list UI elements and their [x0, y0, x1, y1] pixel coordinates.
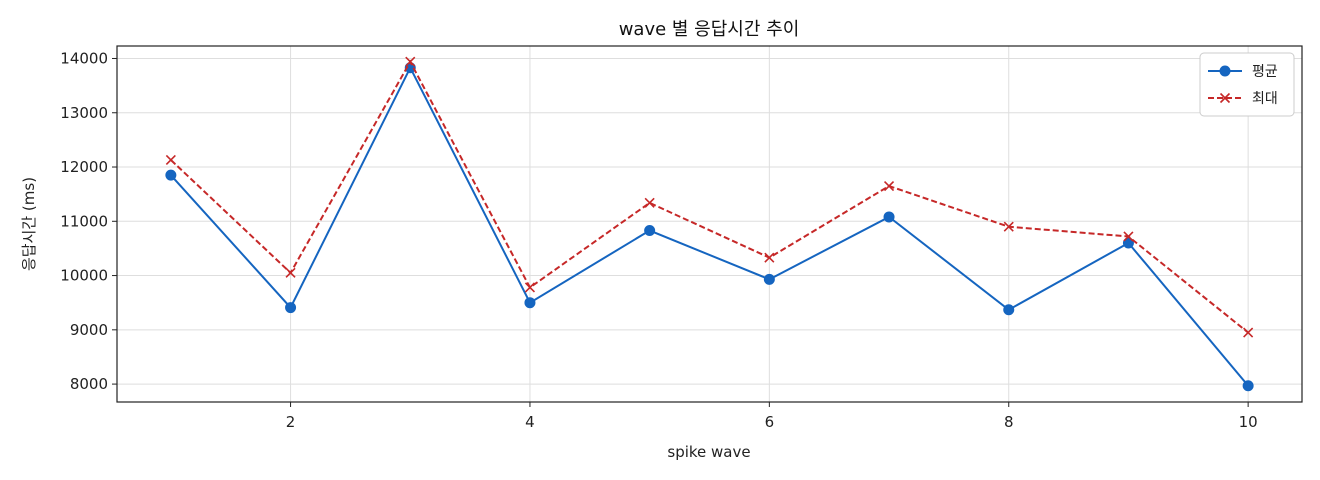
y-tick-label: 14000 [60, 49, 108, 67]
x-tick-label: 4 [525, 413, 535, 431]
plot-area-frame [116, 45, 1303, 403]
data-point-max [1243, 327, 1254, 338]
data-point-average [1003, 304, 1015, 316]
chart-title: wave 별 응답시간 추이 [619, 19, 800, 40]
legend-marker-max [1219, 92, 1231, 104]
grid [117, 46, 1302, 402]
y-tick-label: 10000 [60, 267, 108, 285]
x-axis-ticks: 2 4 6 8 10 [286, 402, 1258, 431]
legend-item-max: 최대 [1208, 91, 1278, 107]
series-line-average [170, 65, 1249, 387]
legend-label-average: 평균 [1252, 64, 1278, 80]
data-point-max [405, 56, 416, 67]
data-point-max [165, 154, 176, 166]
data-point-max [285, 267, 296, 278]
x-tick-label: 8 [1004, 413, 1014, 431]
data-point-average [763, 273, 775, 285]
y-tick-label: 12000 [60, 158, 108, 176]
data-point-average [285, 302, 297, 314]
series-average [165, 62, 1254, 392]
data-point-average [165, 169, 177, 181]
y-tick-label: 9000 [70, 321, 108, 339]
data-point-max [764, 252, 775, 263]
legend-marker-average [1219, 65, 1231, 77]
legend-box [1199, 52, 1295, 117]
x-tick-label: 10 [1239, 413, 1258, 431]
y-tick-label: 11000 [60, 212, 108, 230]
data-point-max [1123, 231, 1134, 242]
x-tick-label: 6 [765, 413, 775, 431]
data-point-max [883, 180, 895, 192]
data-point-max [1003, 221, 1014, 232]
data-point-average [524, 297, 536, 309]
x-axis-title: spike wave [667, 443, 750, 461]
y-axis-ticks: 8000 9000 10000 11000 12000 13000 14000 [60, 49, 117, 393]
legend-label-max: 최대 [1252, 91, 1278, 107]
legend-item-average: 평균 [1208, 64, 1278, 80]
y-tick-label: 13000 [60, 104, 108, 122]
series-max [165, 56, 1254, 338]
y-axis-title: 응답시간 (ms) [20, 177, 38, 271]
data-point-max [644, 197, 655, 208]
series-layer [165, 56, 1254, 392]
data-point-average [644, 225, 656, 237]
y-tick-label: 8000 [70, 375, 108, 393]
data-point-average [883, 211, 895, 223]
data-point-average [1122, 237, 1134, 249]
x-tick-label: 2 [286, 413, 296, 431]
data-point-average [1242, 380, 1254, 392]
series-line-max [170, 59, 1249, 334]
data-point-max [524, 282, 536, 293]
